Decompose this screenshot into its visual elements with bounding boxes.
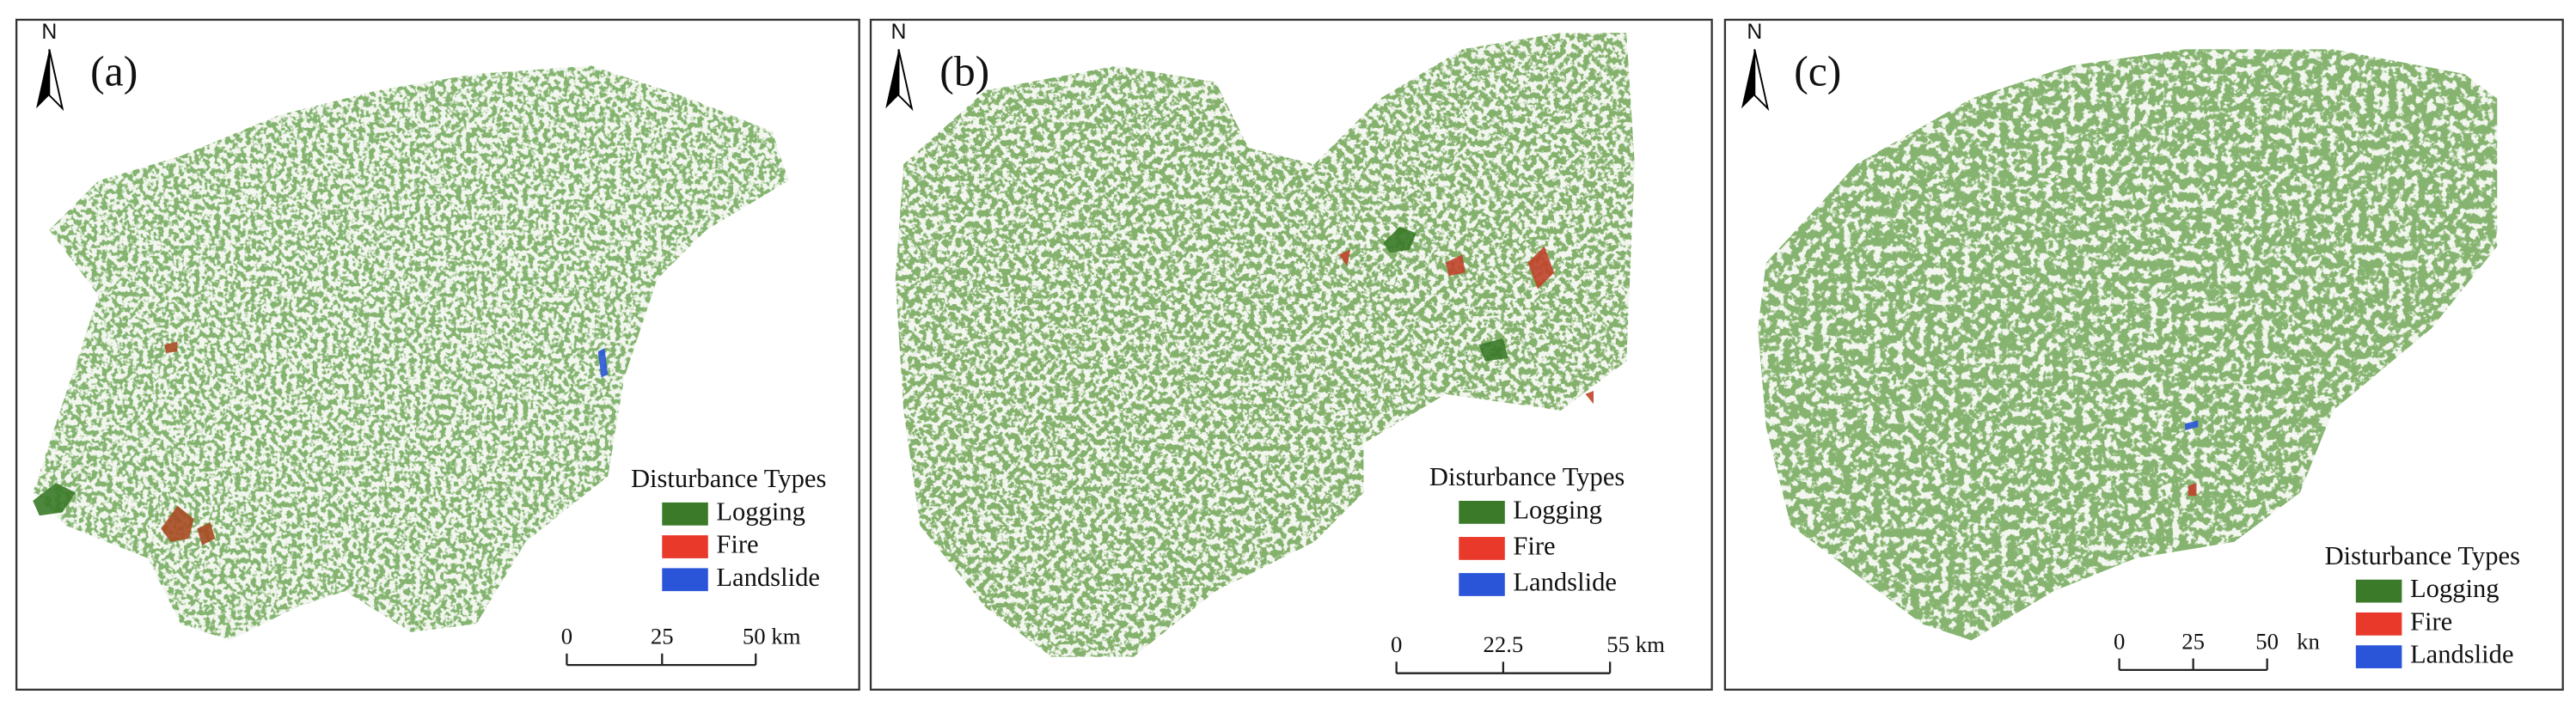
legend-label: Landslide: [2410, 640, 2514, 669]
disturbance-patch: [2187, 482, 2197, 497]
north-arrow-left: [1741, 49, 1755, 109]
north-arrow-right: [1753, 49, 1770, 112]
legend-swatch: [2355, 579, 2402, 603]
legend-label: Logging: [2410, 574, 2500, 603]
legend-label: Fire: [2410, 606, 2452, 636]
north-arrow-right: [48, 49, 64, 112]
scale-label: 50 km: [743, 624, 801, 649]
disturbance-patch: [161, 505, 194, 542]
disturbance-patch: [1383, 226, 1416, 253]
panel: N (b) Disturbance Types Logging Fire Landslid…: [869, 18, 1713, 691]
legend-swatch: [2355, 645, 2402, 668]
legend-swatch: [662, 502, 708, 526]
scale-label: 50: [2255, 628, 2279, 654]
legend-swatch: [1459, 573, 1505, 596]
legend-label: Landslide: [1513, 568, 1617, 597]
disturbance-texture: [895, 33, 1635, 657]
disturbance-patch: [1478, 338, 1508, 362]
legend-swatch: [662, 535, 708, 558]
legend-label: Landslide: [716, 563, 820, 592]
scale-label: 25: [651, 624, 674, 649]
north-label: N: [891, 21, 907, 44]
panel-label: (b): [939, 47, 989, 94]
panel-label: (c): [1794, 47, 1841, 94]
legend-title: Disturbance Types: [2325, 541, 2520, 570]
panel-label: (a): [90, 47, 138, 94]
north-arrow-right: [897, 49, 914, 112]
legend-label: Logging: [1513, 495, 1602, 524]
disturbance-patch: [597, 348, 609, 378]
disturbance-patch: [1527, 246, 1555, 289]
panel: N (a) Disturbance Types Logging Fire Landslid…: [15, 18, 860, 691]
scale-label: 0: [2114, 628, 2125, 654]
disturbance-patch: [164, 341, 178, 353]
legend-title: Disturbance Types: [1429, 462, 1625, 491]
scale-label: kn: [2297, 628, 2320, 654]
north-label: N: [1747, 21, 1762, 44]
disturbance-patch: [1585, 390, 1594, 405]
north-arrow-left: [36, 49, 50, 109]
legend-label: Fire: [1513, 531, 1555, 560]
disturbance-patch: [197, 521, 216, 545]
disturbance-texture: [33, 65, 789, 641]
disturbance-texture: [1758, 49, 2498, 641]
legend-swatch: [662, 568, 708, 592]
north-label: N: [41, 21, 57, 44]
legend-swatch: [1459, 537, 1505, 560]
scale-label: 22.5: [1483, 631, 1523, 657]
scale-label: 25: [2181, 628, 2205, 654]
legend-swatch: [1459, 501, 1505, 524]
legend-swatch: [2355, 612, 2402, 636]
scale-label: 55 km: [1606, 631, 1665, 657]
legend-title: Disturbance Types: [631, 464, 826, 493]
disturbance-patch: [1445, 254, 1465, 277]
scale-label: 0: [1391, 631, 1402, 657]
disturbance-patch: [33, 482, 76, 516]
disturbance-patch: [2185, 420, 2199, 430]
disturbance-patch: [1338, 249, 1351, 266]
scale-label: 0: [561, 624, 572, 649]
legend-label: Fire: [716, 530, 758, 559]
panel: N (c) Disturbance Types Logging Fire Landslid…: [1723, 18, 2564, 691]
legend-label: Logging: [716, 497, 805, 526]
